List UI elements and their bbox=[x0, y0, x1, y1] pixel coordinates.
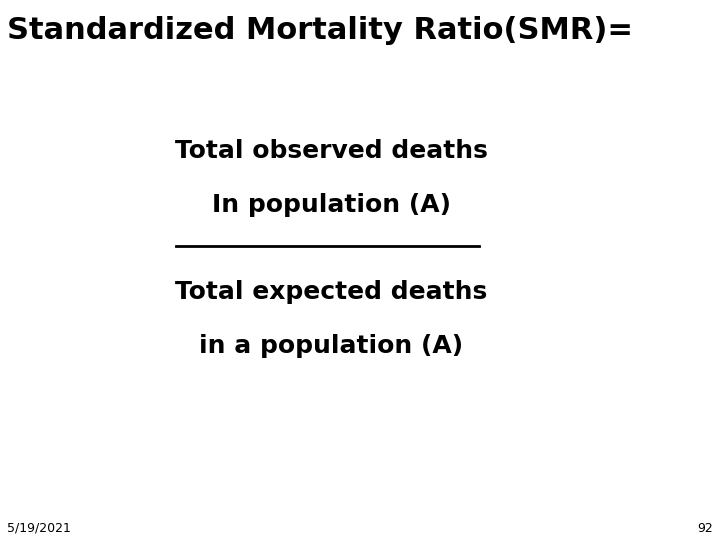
Text: 92: 92 bbox=[697, 522, 713, 535]
Text: In population (A): In population (A) bbox=[212, 193, 451, 217]
Text: Standardized Mortality Ratio(SMR)=: Standardized Mortality Ratio(SMR)= bbox=[7, 16, 633, 45]
Text: Total expected deaths: Total expected deaths bbox=[175, 280, 487, 303]
Text: in a population (A): in a population (A) bbox=[199, 334, 463, 357]
Text: 5/19/2021: 5/19/2021 bbox=[7, 522, 71, 535]
Text: Total observed deaths: Total observed deaths bbox=[175, 139, 487, 163]
